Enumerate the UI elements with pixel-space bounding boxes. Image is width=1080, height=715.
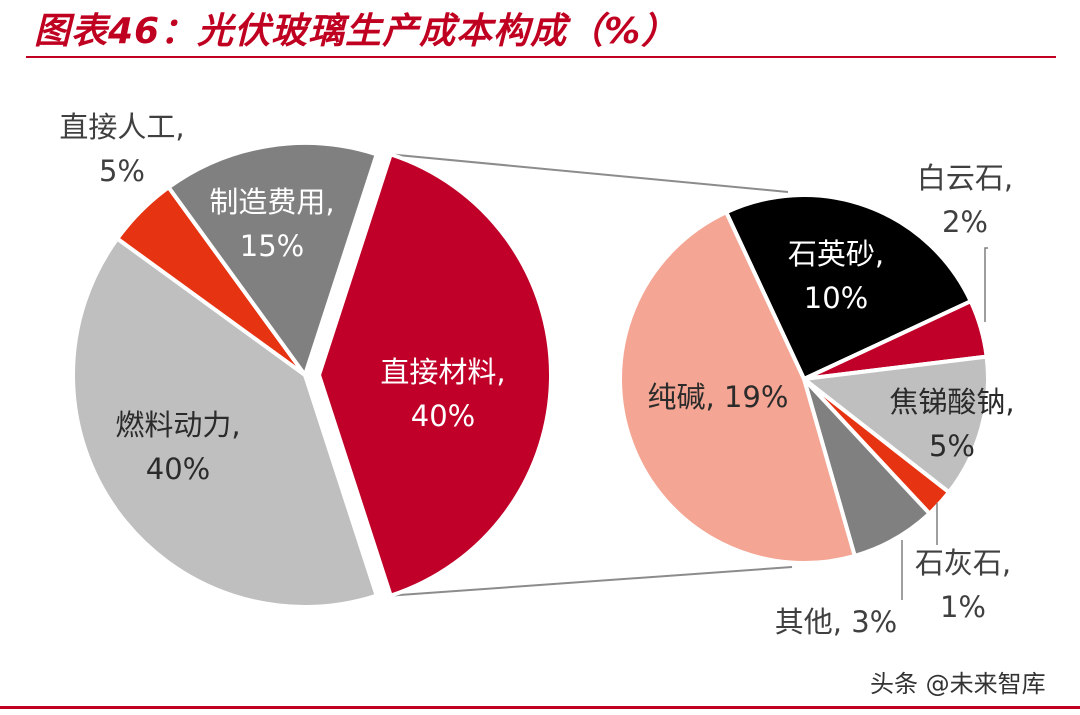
sub-pie-slice-2 xyxy=(798,354,990,496)
connector-line-top xyxy=(390,153,789,193)
sub-pie-slice-0 xyxy=(723,193,974,382)
main-pie-label-3: 制造费用, 15% xyxy=(209,185,334,263)
watermark: 头条 @未来智库 xyxy=(866,664,1050,699)
main-pie-label-0: 直接材料, 40% xyxy=(380,355,505,433)
sub-pie-label-1: 白云石, 2% xyxy=(917,161,1013,239)
sub-pie-label-2: 焦锑酸钠, 5% xyxy=(889,385,1014,463)
leader-line-0 xyxy=(984,247,988,322)
chart-title: 图表46：光伏玻璃生产成本构成（%） xyxy=(34,11,679,52)
main-pie-slice-0 xyxy=(316,151,554,599)
leader-lines xyxy=(901,247,988,600)
sub-pie-slice-5 xyxy=(618,209,858,565)
connector-lines xyxy=(390,153,793,597)
main-pie-slice-1 xyxy=(71,235,380,609)
main-pie xyxy=(71,140,554,609)
main-pie-label-1: 燃料动力, 40% xyxy=(115,408,240,486)
main-pie-label-2: 直接人工, 5% xyxy=(59,110,184,188)
sub-pie-label-0: 石英砂, 10% xyxy=(788,237,884,315)
sub-pie-label-3: 石灰石, 1% xyxy=(915,546,1011,624)
sub-pie-label-4: 其他, 3% xyxy=(775,605,897,639)
sub-pie xyxy=(618,193,990,565)
main-pie-slice-3 xyxy=(165,140,380,380)
title-divider xyxy=(26,56,1056,58)
bottom-divider xyxy=(0,706,1080,709)
connector-line-bottom xyxy=(390,566,793,597)
slice-labels: 直接材料, 40% 燃料动力, 40% 直接人工, 5% 制造费用, 15% 石英砂, 10% 白云… xyxy=(59,110,1014,639)
sub-pie-label-5: 纯碱, 19% xyxy=(648,380,789,414)
